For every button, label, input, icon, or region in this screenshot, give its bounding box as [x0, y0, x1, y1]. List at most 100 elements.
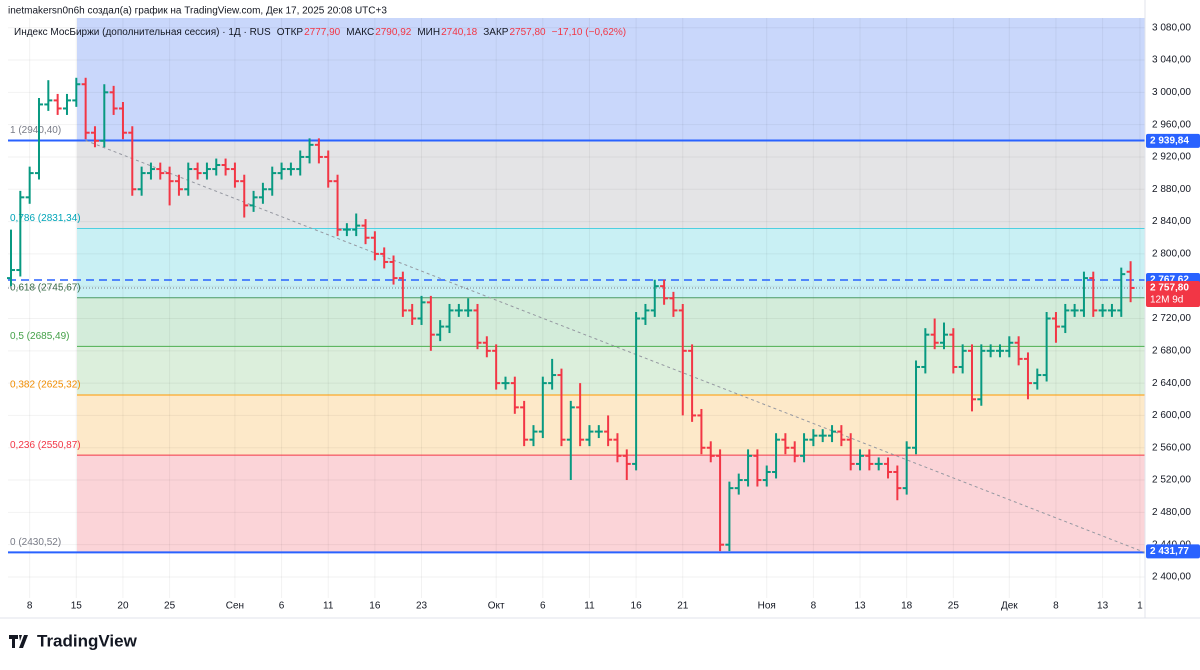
ohlc-bar [464, 298, 473, 317]
fib-band [77, 297, 1145, 347]
ohlc-bar [632, 312, 641, 471]
ohlc-bar [837, 425, 846, 447]
ohlc-bar [100, 84, 109, 148]
ohlc-bar [725, 481, 734, 552]
x-tick-label: 16 [631, 601, 643, 612]
ohlc-bar [865, 449, 874, 471]
ohlc-bar [846, 433, 855, 471]
x-tick-label: 18 [901, 601, 913, 612]
brand-name: TradingView [37, 631, 138, 650]
ohlc-bar [930, 318, 939, 350]
fib-band [77, 18, 1145, 141]
ohlc-bar [286, 162, 295, 176]
ohlc-bar [977, 344, 986, 406]
ohlc-bar [1042, 312, 1051, 382]
ohlc-bar [678, 303, 687, 416]
ohlc-bar [436, 320, 445, 342]
ohlc-bar [538, 376, 547, 439]
x-tick-label: 15 [71, 601, 83, 612]
ohlc-bar [1098, 303, 1107, 317]
ohlc-bar [184, 162, 193, 196]
ohlc-bar [482, 336, 491, 358]
ohlc-bar [1014, 336, 1023, 366]
ohlc-bar [361, 219, 370, 245]
ohlc-bar [90, 126, 99, 148]
ohlc-bar [72, 77, 81, 107]
legend-text: ОТКР [277, 27, 304, 38]
fib-label: 0,382 (2625,32) [10, 380, 81, 391]
ohlc-bar [81, 77, 90, 140]
ohlc-bar [1079, 271, 1088, 317]
ohlc-bar [688, 344, 697, 422]
ohlc-bar [109, 85, 118, 115]
x-tick-label: 25 [948, 601, 960, 612]
legend-text: 2757,80 [509, 27, 546, 38]
ohlc-bar [146, 162, 155, 180]
ohlc-bar [902, 441, 911, 495]
brand-logo: TradingView [9, 631, 138, 650]
ohlc-bar [604, 415, 613, 447]
ohlc-bar [772, 433, 781, 479]
ohlc-bar [809, 429, 818, 447]
ohlc-bar [352, 213, 361, 237]
ohlc-bar [548, 358, 557, 390]
ohlc-bar [25, 166, 34, 204]
ohlc-bar [333, 174, 342, 237]
ohlc-bar [576, 383, 585, 447]
ohlc-bar [128, 126, 137, 196]
ohlc-bar [370, 231, 379, 261]
ohlc-bar [781, 433, 790, 455]
ohlc-bar [884, 457, 893, 479]
fib-label: 1 (2940,40) [10, 125, 61, 136]
ohlc-bar [240, 174, 249, 218]
ohlc-bar [594, 425, 603, 439]
y-tick-label: 2 800,00 [1152, 249, 1191, 260]
ohlc-bar [277, 162, 286, 180]
ohlc-bar [202, 162, 211, 180]
x-tick-label: Окт [488, 601, 505, 612]
ohlc-bar [156, 162, 165, 180]
price-tag-label: 2 431,77 [1150, 546, 1189, 557]
ohlc-bar [174, 174, 183, 196]
ohlc-bar [510, 376, 519, 414]
legend-text: Индекс МосБиржи (дополнительная сессия) … [14, 27, 271, 38]
ohlc-bar [622, 449, 631, 481]
ohlc-bar [1070, 303, 1079, 317]
ohlc-bar [762, 465, 771, 487]
ohlc-bar [716, 449, 725, 552]
ohlc-bar [1117, 267, 1126, 317]
x-tick-label: 8 [1053, 601, 1059, 612]
x-tick-label: 13 [854, 601, 866, 612]
ohlc-bar [557, 368, 566, 447]
ohlc-bar [800, 433, 809, 463]
ohlc-bar [856, 449, 865, 471]
legend-text: −17,10 (−0,62%) [552, 27, 627, 38]
ohlc-bar [389, 255, 398, 285]
ohlc-bar [314, 138, 323, 164]
ohlc-bar [44, 80, 53, 111]
ohlc-bar [380, 247, 389, 269]
ohlc-bar [417, 295, 426, 325]
x-tick-label: 16 [369, 601, 381, 612]
ohlc-bar [641, 303, 650, 325]
ohlc-bar [706, 441, 715, 463]
price-tag-label: 2 767,62 [1150, 275, 1189, 286]
legend-text: 2777,90 [304, 27, 341, 38]
x-tick-label: 11 [584, 601, 595, 612]
ohlc-bar [520, 400, 529, 447]
ohlc-bar [212, 158, 221, 176]
ohlc-bar [221, 158, 230, 176]
ohlc-bar [940, 322, 948, 350]
ohlc-bar [53, 93, 62, 115]
ohlc-bar [986, 344, 995, 358]
fib-label: 0,786 (2831,34) [10, 213, 81, 224]
legend-text: 2790,92 [375, 27, 412, 38]
x-tick-label: Сен [226, 601, 244, 612]
fib-label: 0,5 (2685,49) [10, 331, 70, 342]
ohlc-bar [1061, 303, 1070, 334]
ohlc-bar [669, 291, 678, 317]
x-tick-label: 20 [117, 601, 129, 612]
fib-band [77, 394, 1145, 456]
author-line: inetmakersn0n6h создал(а) график на Trad… [8, 5, 387, 17]
ohlc-bar [734, 473, 743, 495]
